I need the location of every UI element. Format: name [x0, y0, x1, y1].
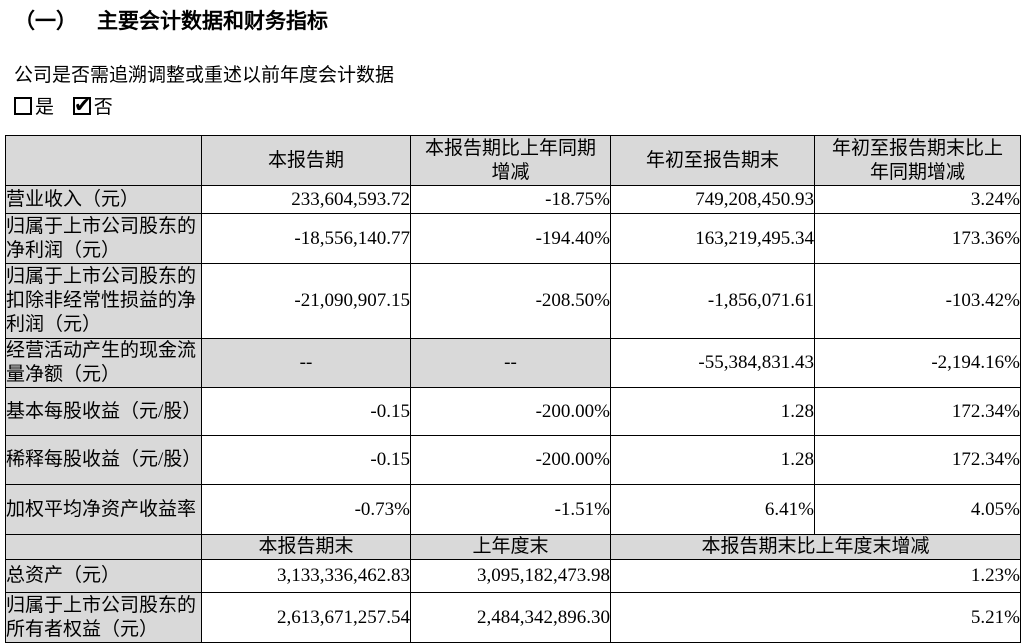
cell-ytd: 1.28	[610, 435, 815, 485]
option-yes: 是	[14, 97, 54, 118]
cell-ytd: -55,384,831.43	[610, 338, 815, 388]
table-row-total-assets: 总资产（元） 3,133,336,462.83 3,095,182,473.98…	[5, 559, 1021, 593]
table-row-basic-eps: 基本每股收益（元/股） -0.15 -200.00% 1.28 172.34%	[5, 387, 1021, 436]
cell-current-period-change: -200.00%	[410, 387, 611, 436]
cell-ytd: -1,856,071.61	[610, 263, 815, 339]
checkbox-unchecked-icon	[14, 97, 32, 115]
cell-current-period-change: -1.51%	[410, 484, 611, 535]
table-header-row-bottom: 本报告期末 上年度末 本报告期末比上年度末增减	[5, 534, 1021, 560]
cell-prior-year-end: 3,095,182,473.98	[410, 559, 611, 593]
cell-current-period: -18,556,140.77	[201, 213, 411, 264]
header-empty-cell	[5, 534, 202, 560]
header-ytd: 年初至报告期末	[610, 135, 815, 186]
cell-current-period: 233,604,593.72	[201, 185, 411, 214]
cell-ytd-change: -2,194.16%	[814, 338, 1021, 388]
financial-indicators-table: 本报告期 本报告期比上年同期增减 年初至报告期末 年初至报告期末比上年同期增减 …	[5, 135, 1021, 643]
header-current-period: 本报告期	[201, 135, 411, 186]
cell-period-end-change: 1.23%	[610, 559, 1021, 593]
table-row-diluted-eps: 稀释每股收益（元/股） -0.15 -200.00% 1.28 172.34%	[5, 435, 1021, 485]
header-current-period-change: 本报告期比上年同期增减	[410, 135, 611, 186]
section-number: （一）	[14, 9, 77, 33]
option-yes-label: 是	[35, 97, 55, 118]
cell-ytd: 163,219,495.34	[610, 213, 815, 264]
restatement-options: 是 否	[14, 92, 1022, 121]
restatement-question: 公司是否需追溯调整或重述以前年度会计数据	[14, 65, 395, 86]
cell-prior-year-end: 2,484,342,896.30	[410, 592, 611, 643]
table-row-weighted-avg-roe: 加权平均净资产收益率 -0.73% -1.51% 6.41% 4.05%	[5, 484, 1021, 535]
row-label: 归属于上市公司股东的净利润（元）	[5, 213, 202, 264]
cell-ytd: 1.28	[610, 387, 815, 436]
row-label: 营业收入（元）	[5, 185, 202, 214]
row-label: 加权平均净资产收益率	[5, 484, 202, 535]
cell-current-period: -21,090,907.15	[201, 263, 411, 339]
cell-current-period: --	[201, 338, 411, 388]
cell-ytd-change: 172.34%	[814, 387, 1021, 436]
cell-current-period: -0.15	[201, 387, 411, 436]
row-label: 基本每股收益（元/股）	[5, 387, 202, 436]
header-prior-year-end: 上年度末	[410, 534, 611, 560]
cell-period-end: 2,613,671,257.54	[201, 592, 411, 643]
header-ytd-change: 年初至报告期末比上年同期增减	[814, 135, 1021, 186]
cell-ytd-change: 172.34%	[814, 435, 1021, 485]
cell-ytd: 6.41%	[610, 484, 815, 535]
option-no-label: 否	[93, 97, 113, 118]
row-label: 总资产（元）	[5, 559, 202, 593]
cell-current-period: -0.15	[201, 435, 411, 485]
header-empty-cell	[5, 135, 202, 186]
table-header-row-top: 本报告期 本报告期比上年同期增减 年初至报告期末 年初至报告期末比上年同期增减	[5, 135, 1021, 186]
table-row-net-profit-excl-nonrecurring: 归属于上市公司股东的扣除非经常性损益的净利润（元） -21,090,907.15…	[5, 263, 1021, 339]
cell-period-end: 3,133,336,462.83	[201, 559, 411, 593]
table-row-revenue: 营业收入（元） 233,604,593.72 -18.75% 749,208,4…	[5, 185, 1021, 214]
cell-current-period-change: -194.40%	[410, 213, 611, 264]
cell-current-period: -0.73%	[201, 484, 411, 535]
row-label: 经营活动产生的现金流量净额（元）	[5, 338, 202, 388]
table-row-net-profit: 归属于上市公司股东的净利润（元） -18,556,140.77 -194.40%…	[5, 213, 1021, 264]
cell-ytd-change: -103.42%	[814, 263, 1021, 339]
checkbox-checked-icon	[72, 92, 91, 118]
row-label: 稀释每股收益（元/股）	[5, 435, 202, 485]
page-title: 主要会计数据和财务指标	[97, 9, 328, 33]
table-row-equity: 归属于上市公司股东的所有者权益（元） 2,613,671,257.54 2,48…	[5, 592, 1021, 643]
cell-current-period-change: -18.75%	[410, 185, 611, 214]
option-no: 否	[72, 92, 113, 118]
cell-current-period-change: -200.00%	[410, 435, 611, 485]
cell-ytd-change: 173.36%	[814, 213, 1021, 264]
cell-current-period-change: --	[410, 338, 611, 388]
cell-ytd: 749,208,450.93	[610, 185, 815, 214]
cell-current-period-change: -208.50%	[410, 263, 611, 339]
cell-period-end-change: 5.21%	[610, 592, 1021, 643]
row-label: 归属于上市公司股东的扣除非经常性损益的净利润（元）	[5, 263, 202, 339]
header-period-end-change: 本报告期末比上年度末增减	[610, 534, 1021, 560]
cell-ytd-change: 4.05%	[814, 484, 1021, 535]
table-row-operating-cash-flow: 经营活动产生的现金流量净额（元） -- -- -55,384,831.43 -2…	[5, 338, 1021, 388]
cell-ytd-change: 3.24%	[814, 185, 1021, 214]
header-period-end: 本报告期末	[201, 534, 411, 560]
section-heading: （一） 主要会计数据和财务指标	[14, 8, 1022, 34]
row-label: 归属于上市公司股东的所有者权益（元）	[5, 592, 202, 643]
